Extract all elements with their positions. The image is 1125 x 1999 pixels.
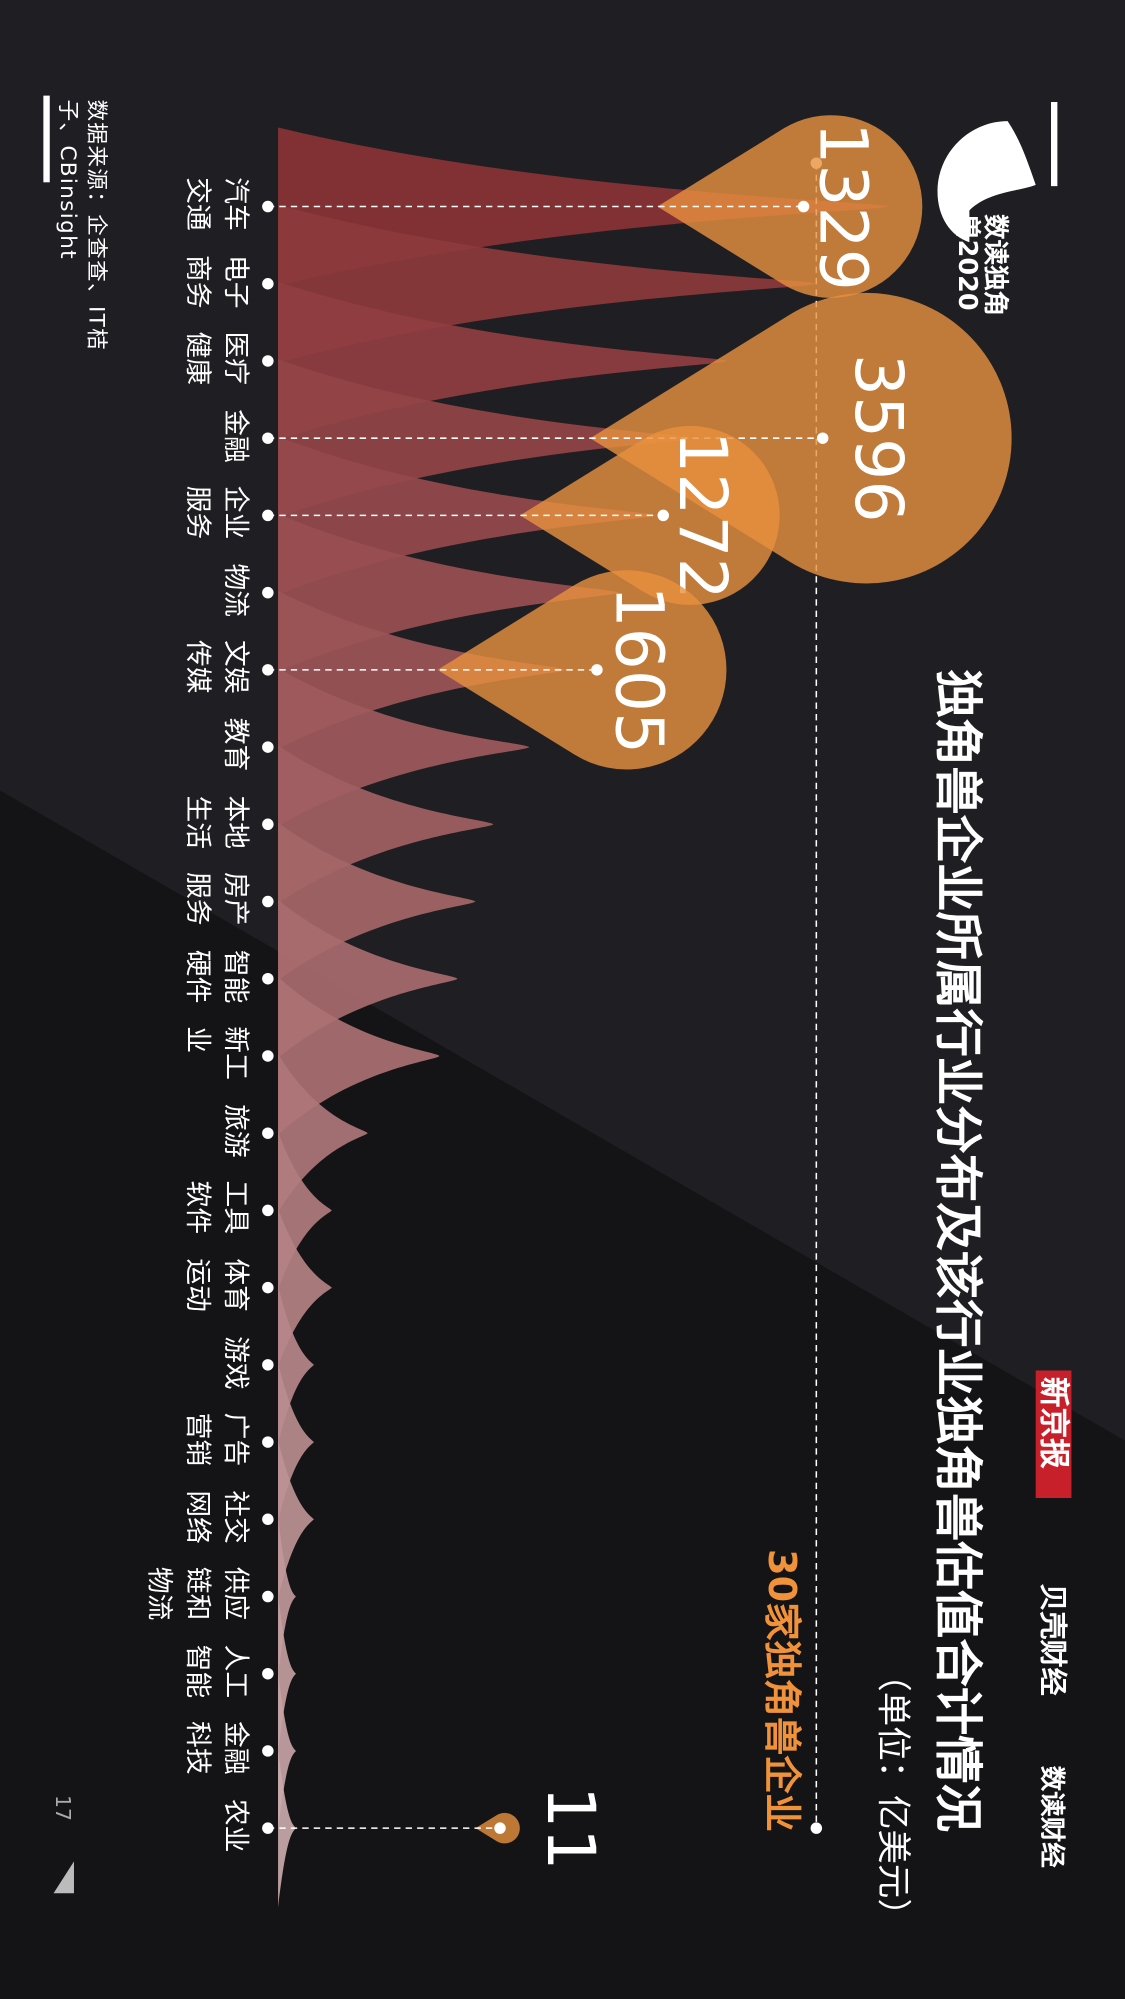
brand: 数读独角兽2020 [952, 214, 1012, 317]
peak [278, 976, 440, 1136]
subtitle: （单位：亿美元） [872, 1657, 912, 1933]
leader-dot [591, 664, 603, 676]
category-dot [262, 432, 274, 444]
category-label: 文娱传媒 [182, 640, 252, 695]
category-dot [262, 973, 274, 985]
category-dot [262, 1359, 274, 1371]
category-label: 游戏 [220, 1335, 252, 1390]
valuation-label: 1329 [805, 122, 883, 291]
category-label: 新工业 [182, 1026, 252, 1081]
category-label: 医疗健康 [182, 331, 252, 386]
category-label: 工具软件 [182, 1181, 252, 1235]
page-number: 17 [51, 1795, 76, 1822]
category-dot [262, 1513, 274, 1526]
source: 数据来源：企查查、IT桔子、CBinsight [54, 99, 109, 352]
category-dot [262, 509, 274, 522]
logo-icon [937, 121, 1036, 243]
category-label: 房产服务 [182, 872, 252, 926]
brand: 贝壳财经 [1035, 1583, 1068, 1696]
category-label: 电子商务 [182, 254, 252, 308]
category-label: 智能硬件 [182, 949, 252, 1003]
leader-dot [797, 200, 810, 213]
category-dot [262, 355, 274, 367]
category-dot [262, 1281, 274, 1294]
category-dot [262, 200, 274, 213]
leader-dot [494, 1822, 506, 1834]
reference-dot [810, 1822, 823, 1834]
category-dot [262, 1127, 274, 1139]
peak [278, 1208, 332, 1367]
category-label: 汽车交通 [182, 177, 252, 231]
category-label: 农业 [220, 1798, 252, 1853]
category-dot [262, 1204, 274, 1217]
leader-dot [816, 432, 829, 444]
category-dot [262, 1822, 274, 1834]
category-dot [262, 664, 274, 676]
category-label: 供应链和物流 [144, 1567, 252, 1621]
leader-dot [657, 509, 669, 522]
category-label: 金融科技 [182, 1721, 252, 1776]
brand: 新京报 [1035, 1376, 1073, 1469]
category-dot [262, 741, 274, 753]
deco-bar [43, 95, 50, 183]
brand-box [1035, 1370, 1072, 1499]
category-label: 旅游 [220, 1103, 252, 1158]
category-dot [262, 1436, 274, 1448]
reference-label: 30家独角兽企业 [758, 1549, 804, 1832]
category-dot [262, 818, 274, 831]
category-label: 社交网络 [182, 1489, 252, 1544]
category-dot [262, 1590, 274, 1603]
valuation-label: 3596 [840, 354, 918, 523]
peak [278, 1440, 314, 1599]
category-dot [262, 586, 274, 599]
category-dot [262, 1050, 274, 1062]
category-label: 体育运动 [182, 1258, 252, 1312]
category-label: 物流 [220, 563, 252, 617]
category-label: 企业服务 [182, 486, 252, 540]
category-dot [262, 1745, 274, 1757]
category-dot [262, 278, 274, 290]
chart-title: 独角兽企业所属行业分布及该行业独角兽估值合计情况 [929, 669, 986, 1833]
category-dot [262, 895, 274, 908]
peak [278, 1054, 368, 1213]
peak [278, 1749, 297, 1908]
valuation-label: 1272 [664, 431, 742, 600]
brand: 数读财经 [1036, 1765, 1068, 1868]
category-label: 人工智能 [182, 1644, 252, 1698]
valuation-label: 11 [532, 1786, 610, 1870]
category-label: 金融 [220, 408, 252, 463]
valuation-label: 1605 [601, 586, 679, 755]
category-label: 本地生活 [182, 794, 252, 849]
category-label: 广告营销 [182, 1412, 252, 1467]
deco-bar [1051, 101, 1058, 187]
category-label: 教育 [220, 717, 252, 772]
category-dot [262, 1667, 274, 1680]
